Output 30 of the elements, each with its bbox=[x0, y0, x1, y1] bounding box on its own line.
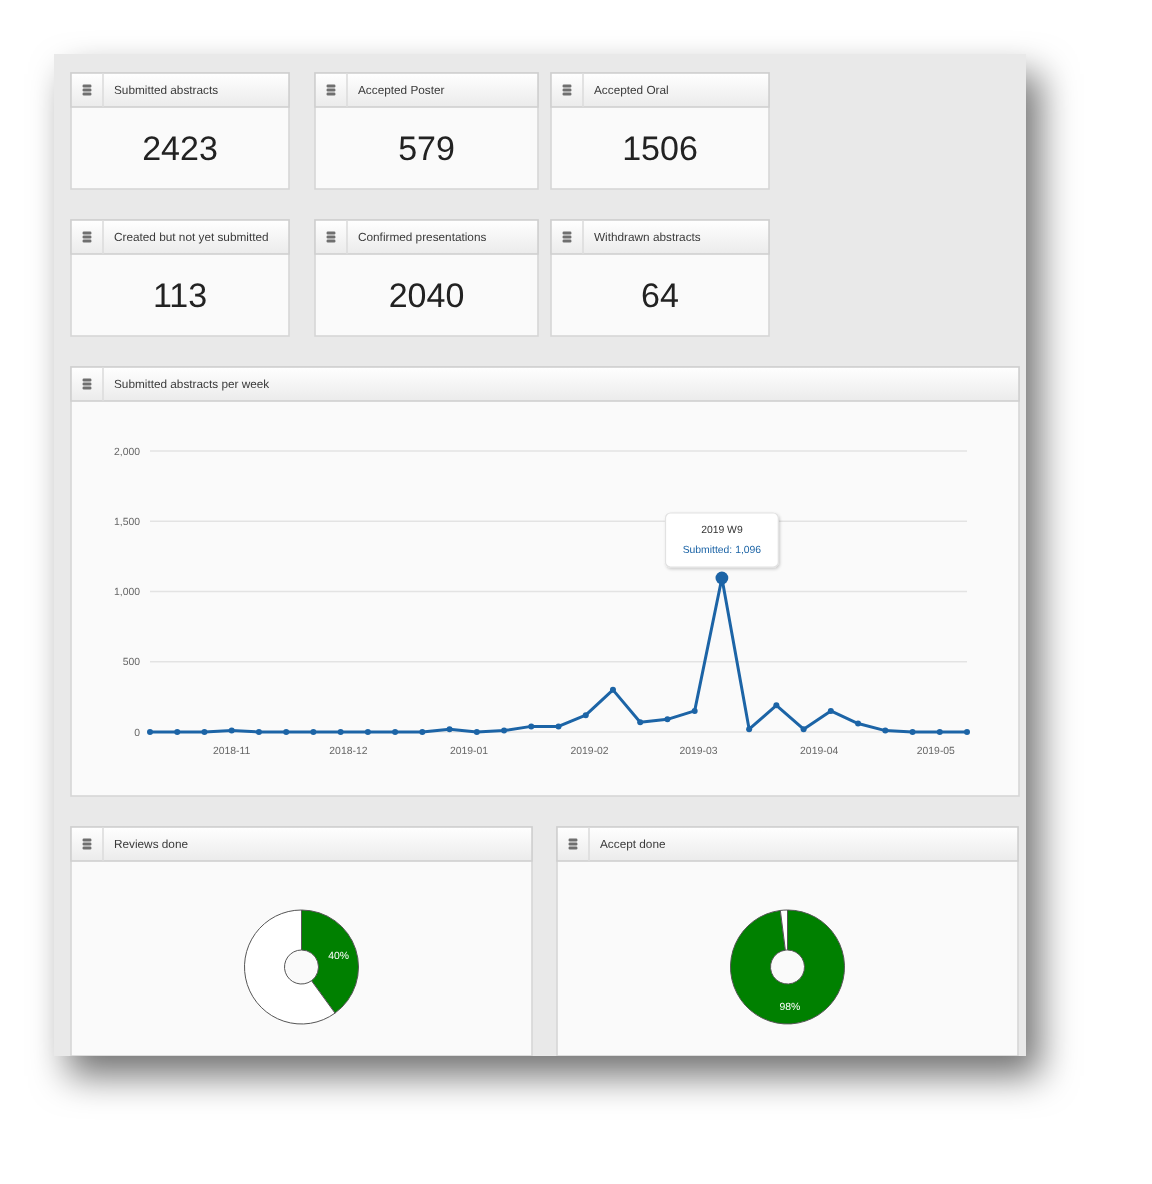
text: 579 bbox=[398, 130, 455, 168]
text: 64 bbox=[641, 277, 679, 315]
point bbox=[882, 727, 889, 734]
point bbox=[228, 727, 235, 734]
point bbox=[800, 726, 807, 733]
point bbox=[773, 702, 780, 709]
point bbox=[909, 729, 916, 735]
point bbox=[964, 729, 970, 735]
point bbox=[582, 712, 589, 719]
point bbox=[528, 723, 535, 730]
text: 1506 bbox=[622, 130, 698, 168]
point bbox=[201, 729, 208, 735]
point bbox=[419, 729, 426, 735]
point bbox=[637, 719, 644, 726]
point bbox=[691, 707, 698, 714]
point bbox=[310, 729, 317, 735]
text: 113 bbox=[152, 277, 208, 315]
point bbox=[147, 729, 153, 735]
point bbox=[555, 723, 562, 730]
point bbox=[337, 729, 344, 735]
text: 2423 bbox=[142, 130, 218, 168]
point bbox=[855, 720, 862, 727]
point bbox=[664, 716, 671, 723]
point bbox=[501, 727, 508, 734]
text: 2040 bbox=[388, 277, 465, 315]
point bbox=[446, 726, 453, 733]
point bbox=[746, 726, 753, 733]
point bbox=[827, 707, 834, 714]
donut-slice bbox=[730, 909, 845, 1025]
point bbox=[609, 686, 616, 693]
